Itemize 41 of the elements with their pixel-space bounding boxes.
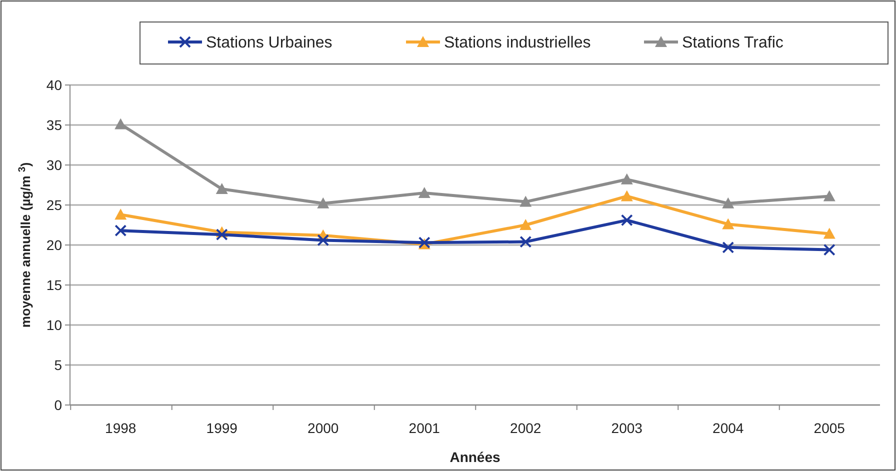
point <box>722 197 734 208</box>
point <box>823 244 836 256</box>
x-axis-title: Années <box>450 449 500 465</box>
y-tick-label: 25 <box>46 196 62 213</box>
point <box>216 183 228 194</box>
x-tick-label: 2003 <box>611 420 643 436</box>
point <box>823 190 836 202</box>
legend-label: Stations industrielles <box>444 34 591 52</box>
point <box>114 118 127 130</box>
x-tick-label: 2005 <box>814 420 846 436</box>
point <box>317 197 330 208</box>
point <box>520 196 532 207</box>
y-tick-label: 20 <box>46 236 62 253</box>
x-tick-label: 2004 <box>712 420 744 436</box>
x-tick-label: 2002 <box>510 420 542 436</box>
y-tick-label: 5 <box>54 356 62 373</box>
y-tick-label: 30 <box>46 156 62 173</box>
legend-label: Stations Urbaines <box>206 34 332 52</box>
point <box>114 224 127 237</box>
point <box>620 214 633 226</box>
point <box>317 234 330 246</box>
point <box>216 228 228 241</box>
point <box>620 173 633 184</box>
y-tick-label: 0 <box>54 396 62 413</box>
x-tick-label: 2001 <box>408 420 440 436</box>
y-tick-label: 35 <box>46 116 62 133</box>
x-tick-label: 1998 <box>105 420 136 436</box>
y-tick-label: 15 <box>46 276 62 293</box>
point <box>620 190 633 202</box>
point <box>722 241 734 254</box>
x-tick-label: 2000 <box>308 420 339 436</box>
y-tick-label: 10 <box>46 316 62 333</box>
point <box>520 236 532 248</box>
legend-label: Stations Trafic <box>682 34 784 52</box>
point <box>520 219 532 230</box>
point <box>823 228 836 239</box>
y-tick-label: 40 <box>46 76 62 93</box>
x-tick-label: 1999 <box>206 420 238 436</box>
point <box>418 187 430 198</box>
point <box>114 208 127 220</box>
point <box>722 218 734 230</box>
